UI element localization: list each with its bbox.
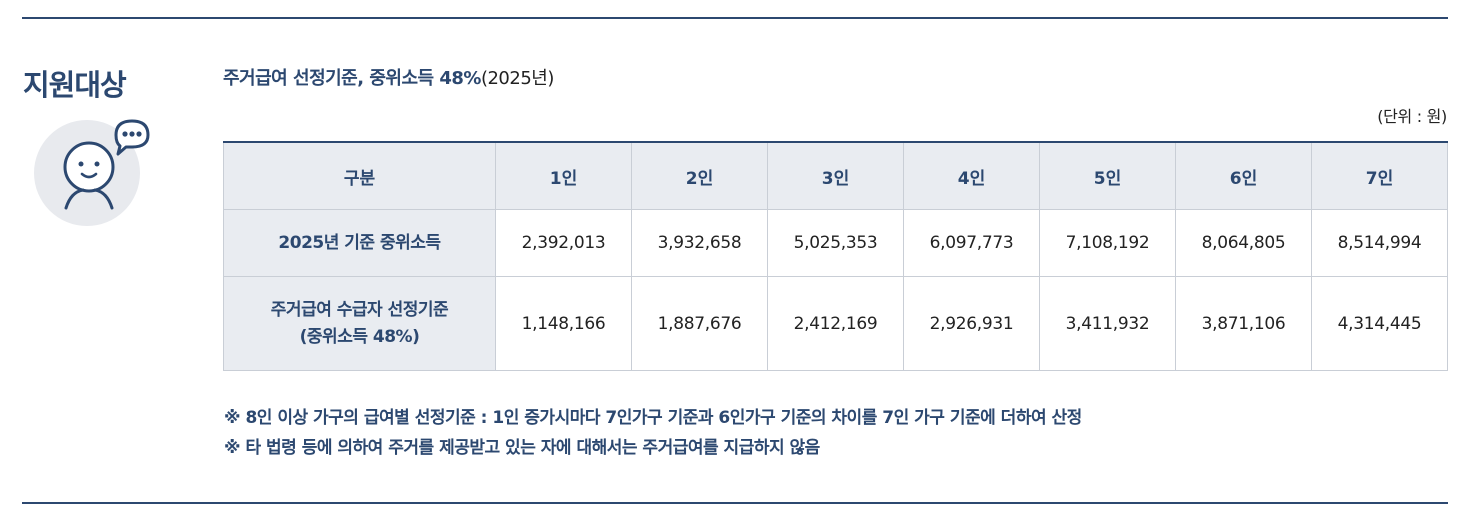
criteria-subtitle: 주거급여 선정기준, 중위소득 48%(2025년) — [223, 64, 554, 90]
row-label-selection-criteria-line1: 주거급여 수급자 선정기준 — [270, 299, 449, 320]
table-cell: 2,412,169 — [767, 276, 904, 371]
table-cell: 4,314,445 — [1311, 276, 1448, 371]
criteria-table: 구분 1인 2인 3인 4인 5인 6인 7인 2025년 기준 중위소득 2,… — [223, 141, 1448, 371]
section-title: 지원대상 — [23, 68, 127, 102]
note-large-household: ※ 8인 이상 가구의 급여별 선정기준 : 1인 증가시마다 7인가구 기준과… — [224, 408, 1082, 428]
table-cell: 1,887,676 — [631, 276, 768, 371]
column-header-2-person: 2인 — [631, 141, 768, 210]
table-cell: 2,926,931 — [903, 276, 1040, 371]
table-cell: 3,932,658 — [631, 209, 768, 277]
table-cell: 8,514,994 — [1311, 209, 1448, 277]
column-header-category: 구분 — [223, 141, 496, 210]
table-cell: 8,064,805 — [1175, 209, 1312, 277]
unit-label: (단위 : 원) — [1377, 107, 1447, 126]
column-header-7-person: 7인 — [1311, 141, 1448, 210]
row-label-median-income-text: 2025년 기준 중위소득 — [278, 232, 441, 253]
notes-list: ※ 8인 이상 가구의 급여별 선정기준 : 1인 증가시마다 7인가구 기준과… — [224, 403, 1082, 463]
column-header-1-person: 1인 — [495, 141, 632, 210]
table-cell: 2,392,013 — [495, 209, 632, 277]
column-header-3-person: 3인 — [767, 141, 904, 210]
note-housing-provided: ※ 타 법령 등에 의하여 주거를 제공받고 있는 자에 대해서는 주거급여를 … — [224, 438, 820, 458]
criteria-subtitle-main: 주거급여 선정기준, 중위소득 48% — [223, 68, 481, 89]
table-header-row: 구분 1인 2인 3인 4인 5인 6인 7인 — [223, 141, 1448, 210]
table-cell: 6,097,773 — [903, 209, 1040, 277]
table-cell: 3,871,106 — [1175, 276, 1312, 371]
column-header-5-person: 5인 — [1039, 141, 1176, 210]
table-row-median-income: 2025년 기준 중위소득 2,392,013 3,932,658 5,025,… — [223, 209, 1448, 277]
table-row-selection-criteria: 주거급여 수급자 선정기준 (중위소득 48%) 1,148,166 1,887… — [223, 276, 1448, 371]
table-cell: 1,148,166 — [495, 276, 632, 371]
person-speech-bubble-icon — [34, 119, 150, 226]
column-header-6-person: 6인 — [1175, 141, 1312, 210]
criteria-subtitle-year: (2025년) — [480, 68, 554, 89]
table-cell: 3,411,932 — [1039, 276, 1176, 371]
row-label-selection-criteria: 주거급여 수급자 선정기준 (중위소득 48%) — [223, 276, 496, 371]
column-header-4-person: 4인 — [903, 141, 1040, 210]
top-divider — [22, 17, 1448, 19]
table-cell: 7,108,192 — [1039, 209, 1176, 277]
table-cell: 5,025,353 — [767, 209, 904, 277]
row-label-selection-criteria-line2: (중위소득 48%) — [299, 326, 420, 347]
bottom-divider — [22, 502, 1448, 504]
row-label-median-income: 2025년 기준 중위소득 — [223, 209, 496, 277]
